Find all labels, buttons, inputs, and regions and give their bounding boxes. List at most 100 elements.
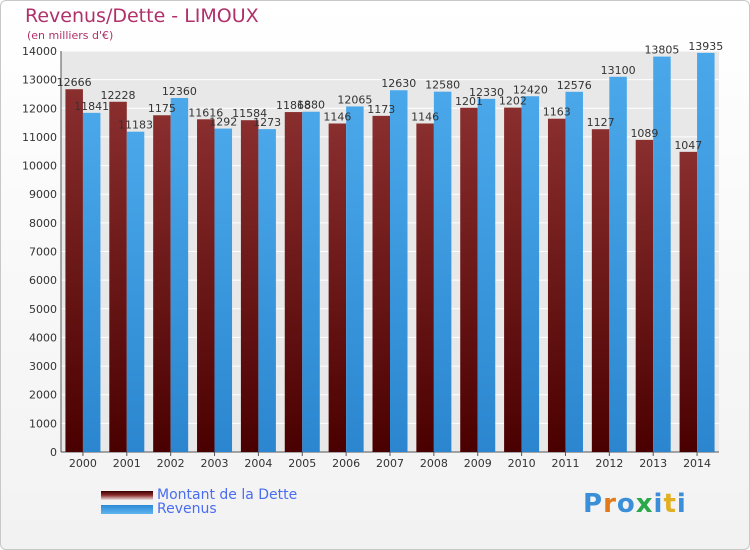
y-tick-label: 5000	[29, 303, 57, 316]
bar-debt	[328, 123, 347, 453]
chart-title: Revenus/Dette - LIMOUX	[25, 5, 259, 27]
y-tick-label: 2000	[29, 389, 57, 402]
y-tick-label: 14000	[22, 45, 57, 58]
bar-debt	[504, 107, 522, 453]
bar-debt	[547, 118, 566, 452]
y-tick-label: 6000	[29, 274, 57, 287]
data-label-debt: 1089	[630, 127, 658, 140]
bar-debt	[416, 123, 434, 453]
legend-item-debt: Montant de la Dette	[101, 487, 297, 503]
bar-revenue	[609, 76, 627, 453]
data-label-debt: 1201	[455, 95, 483, 108]
data-label-debt: 11616	[188, 106, 223, 119]
bar-revenue	[346, 106, 364, 453]
logo-letter: o	[616, 489, 636, 519]
data-label-debt: 11584	[232, 107, 267, 120]
x-tick-label: 2000	[69, 457, 97, 470]
bar-revenue	[565, 91, 583, 453]
x-tick-label: 2012	[595, 457, 623, 470]
bar-revenue	[433, 91, 452, 453]
logo-letter: i	[653, 489, 664, 519]
data-label-revenue: 11183	[118, 119, 153, 132]
data-label-revenue: 13935	[688, 40, 723, 53]
y-tick-label: 12000	[22, 102, 57, 115]
logo-letter: x	[635, 489, 654, 519]
bar-debt	[591, 129, 610, 452]
data-label-debt: 1173	[367, 103, 395, 116]
y-tick-label: 10000	[22, 160, 57, 173]
x-tick-label: 2008	[420, 457, 448, 470]
data-label-revenue: 1273	[253, 116, 281, 129]
legend-item-revenue: Revenus	[101, 501, 217, 517]
data-label-revenue: 12330	[469, 86, 504, 99]
legend-swatch-revenue	[101, 504, 153, 514]
data-label-debt: 11868	[276, 99, 311, 112]
bar-revenue	[214, 128, 233, 452]
x-tick-label: 2013	[639, 457, 667, 470]
y-tick-label: 9000	[29, 188, 57, 201]
x-tick-label: 2010	[508, 457, 536, 470]
bar-revenue	[170, 97, 189, 452]
data-label-debt: 1047	[674, 139, 702, 152]
data-label-debt: 12228	[101, 89, 136, 102]
logo-letter: i	[676, 489, 687, 519]
bar-revenue	[390, 90, 408, 452]
bar-revenue	[521, 96, 540, 453]
bar-revenue	[258, 129, 276, 452]
data-label-revenue: 13805	[644, 44, 679, 57]
y-tick-label: 7000	[29, 246, 57, 259]
data-label-debt: 12666	[57, 76, 92, 89]
x-tick-label: 2004	[244, 457, 272, 470]
data-label-debt: 1146	[411, 110, 439, 123]
data-label-revenue: 12580	[425, 79, 460, 92]
y-tick-label: 0	[50, 446, 57, 459]
x-tick-label: 2006	[332, 457, 360, 470]
logo-letter: t	[663, 489, 677, 519]
bar-debt	[284, 112, 303, 452]
x-tick-label: 2002	[157, 457, 185, 470]
data-label-revenue: 1292	[209, 116, 237, 129]
x-tick-label: 2005	[288, 457, 316, 470]
bar-debt	[153, 115, 171, 453]
bar-debt	[109, 101, 127, 453]
data-label-debt: 1202	[499, 95, 527, 108]
data-label-revenue: 13100	[601, 64, 636, 77]
bar-revenue	[697, 52, 715, 452]
data-label-revenue: 12576	[557, 79, 592, 92]
y-tick-label: 8000	[29, 217, 57, 230]
bar-debt	[372, 115, 390, 453]
bar-revenue	[477, 98, 496, 453]
logo-letter: P	[583, 489, 604, 519]
y-tick-label: 3000	[29, 360, 57, 373]
bar-debt	[460, 107, 478, 452]
x-tick-label: 2003	[201, 457, 229, 470]
bar-revenue	[82, 112, 101, 452]
chart-subtitle: (en milliers d'€)	[27, 29, 114, 42]
x-tick-label: 2011	[551, 457, 579, 470]
proxiti-logo: Proxiti	[583, 489, 687, 519]
y-tick-label: 1000	[29, 417, 57, 430]
data-label-revenue: 12065	[337, 93, 372, 106]
data-label-revenue: 12420	[513, 83, 548, 96]
data-label-revenue: 12360	[162, 85, 197, 98]
bar-revenue	[653, 56, 671, 452]
bar-debt	[635, 139, 654, 452]
x-tick-label: 2009	[464, 457, 492, 470]
data-label-revenue: 11841	[74, 100, 109, 113]
logo-letter: r	[603, 489, 617, 519]
bar-revenue	[302, 111, 320, 453]
x-tick-label: 2007	[376, 457, 404, 470]
data-label-debt: 1127	[587, 116, 615, 129]
x-tick-label: 2014	[683, 457, 711, 470]
bar-debt	[197, 119, 215, 452]
legend-swatch-debt	[101, 490, 153, 500]
legend-label-revenue: Revenus	[157, 501, 217, 517]
data-label-revenue: 1880	[297, 99, 325, 112]
bar-debt	[240, 120, 259, 452]
y-tick-label: 11000	[22, 131, 57, 144]
data-label-revenue: 12630	[381, 77, 416, 90]
bar-revenue	[126, 131, 145, 452]
data-label-debt: 1175	[148, 102, 176, 115]
legend-label-debt: Montant de la Dette	[157, 487, 298, 503]
